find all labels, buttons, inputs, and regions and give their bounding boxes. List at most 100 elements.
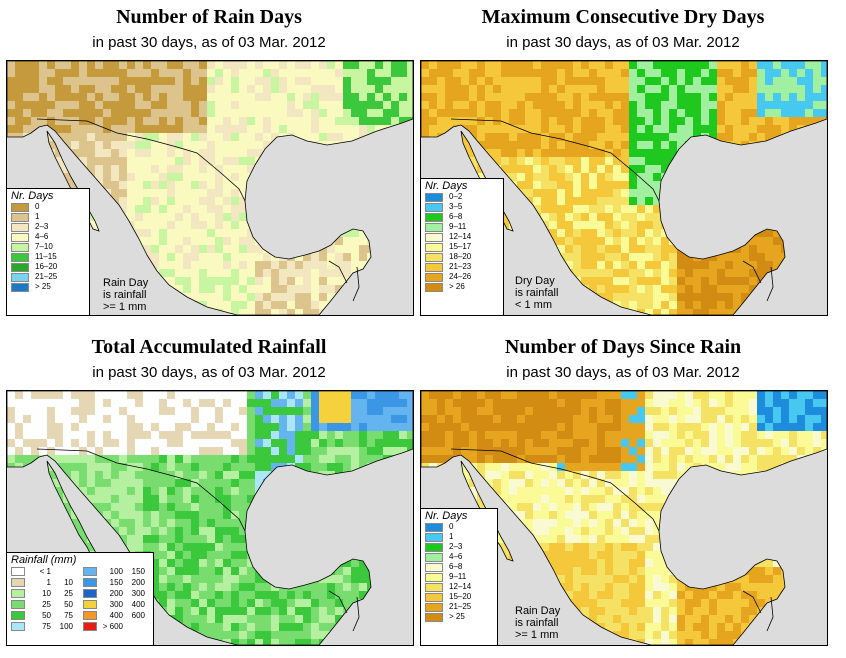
note-line: >= 1 mm [103,301,147,313]
note-line: Rain Day [103,277,149,289]
legend-swatch [425,252,443,262]
legend-entry: 1 10 [7,577,79,588]
legend-swatch [425,602,443,612]
legend-swatch [11,622,25,631]
legend-swatch [425,212,443,222]
legend-label: > 25 [449,612,465,621]
legend-entry: 24–26 [421,272,503,282]
legend-label: 0 [35,202,40,211]
legend-swatch [425,542,443,552]
legend-range-high: 10 [64,577,73,587]
national-border [742,590,774,632]
legend-entry: 4–6 [421,552,497,562]
legend-range-low: > 600 [102,621,123,631]
legend-swatch [425,612,443,622]
legend-range-high: 100 [59,621,73,631]
legend-entry: 7–10 [7,242,89,252]
legend-label: 2–3 [35,222,49,231]
legend-entry: > 25 [421,612,497,622]
legend-label: 12–14 [449,582,472,591]
legend-range-high: 300 [131,588,145,598]
panel-subtitle: in past 30 days, as of 03 Mar. 2012 [92,364,326,381]
map-dry-days: Nr. Days 0–2 3–5 6–8 9–11 12–14 15–17 18–20 21–… [420,60,828,316]
legend-title: Nr. Days [425,510,468,522]
legend-entry: 12–14 [421,582,497,592]
legend-swatch [425,192,443,202]
legend-label: 21–25 [449,602,472,611]
legend-swatch [11,578,25,587]
panel-title: Number of Rain Days [116,6,302,28]
legend-entry: 75 100 [7,621,79,632]
note-line: Dry Day [515,275,555,287]
panel-title: Number of Days Since Rain [504,336,742,358]
legend-entry: 50 75 [7,610,79,621]
map-total-rainfall: Rainfall (mm) < 1 1 10 10 25 25 50 50 75 75 100 10… [6,390,414,646]
legend-swatch [425,582,443,592]
legend-swatch [11,202,29,212]
map-note: Dry Day is rainfall < 1 mm [515,275,558,311]
legend-entry: 100 150 [79,566,151,577]
legend-range-high: 600 [131,610,145,620]
legend-range-low: 1 [46,577,51,587]
panel-subtitle: in past 30 days, as of 03 Mar. 2012 [506,34,740,51]
legend-label: 15–17 [449,242,472,251]
legend-range-low: 75 [42,621,51,631]
legend-range-low: 100 [109,566,123,576]
legend-swatch [425,242,443,252]
legend-swatch [83,567,97,576]
legend-swatch [425,532,443,542]
map-note: Rain Day is rainfall >= 1 mm [103,277,148,313]
legend-label: 24–26 [449,272,472,281]
national-border [328,590,360,632]
legend-label: 6–8 [449,562,463,571]
legend-range-high: 75 [64,610,73,620]
legend-entry: 18–20 [421,252,503,262]
legend-range-low: 200 [109,588,123,598]
legend-range-high: 150 [131,566,145,576]
legend-swatch [425,222,443,232]
panel-total-rainfall: Total Accumulated Rainfall in past 30 da… [4,330,414,650]
legend-swatch [425,552,443,562]
legend: Rainfall (mm) < 1 1 10 10 25 25 50 50 75 75 100 10… [7,552,154,645]
legend-label: 21–25 [35,272,58,281]
legend-entry: 21–23 [421,262,503,272]
legend-entry: 21–25 [421,602,497,612]
legend-range-low: 300 [109,599,123,609]
legend-swatch [11,600,25,609]
legend-range-high: 400 [131,599,145,609]
legend-label: 11–15 [35,252,57,261]
national-border [36,118,246,202]
legend-label: 4–6 [449,552,463,561]
legend-label: 12–14 [449,232,472,241]
legend-swatch [11,212,29,222]
legend-label: 0–2 [449,192,463,201]
map-days-since-rain: Nr. Days 0 1 2–3 4–6 6–8 9–11 12–14 15–20 21–25 >… [420,390,828,646]
legend-entry: 0 [7,202,89,212]
legend-label: 15–20 [449,592,472,601]
legend-swatch [425,272,443,282]
legend-label: 0 [449,522,454,531]
legend-label: 3–5 [449,202,463,211]
legend-swatch [425,522,443,532]
legend-entry: 6–8 [421,562,497,572]
legend-range-low: 400 [109,610,123,620]
legend-label: 21–23 [449,262,472,271]
legend-entry: > 26 [421,282,503,292]
legend-swatch [83,622,97,631]
legend-entry: 16–20 [7,262,89,272]
legend-swatch [425,562,443,572]
legend-range-low: 25 [42,599,51,609]
note-line: >= 1 mm [515,629,559,641]
note-line: Rain Day [515,605,561,617]
legend-entry: > 25 [7,282,89,292]
legend-entry: 2–3 [421,542,497,552]
national-border [450,448,660,532]
legend-entry: 4–6 [7,232,89,242]
legend-entry: 0–2 [421,192,503,202]
panel-title: Maximum Consecutive Dry Days [481,6,765,28]
legend-label: 9–11 [449,222,467,231]
map-note: Rain Day is rainfall >= 1 mm [515,605,560,641]
legend-entry: 9–11 [421,222,503,232]
legend-swatch [11,252,29,262]
legend-range-high: 25 [64,588,73,598]
